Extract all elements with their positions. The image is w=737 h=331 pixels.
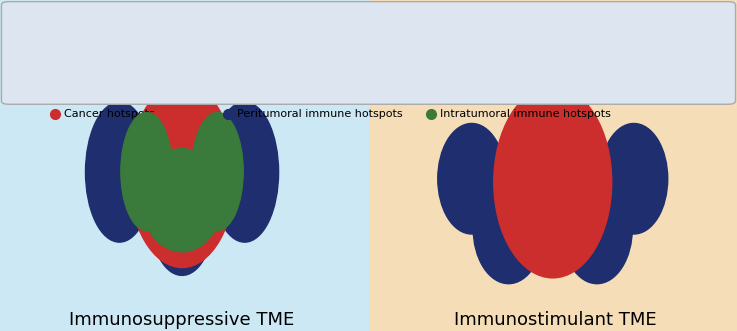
Text: CD20⁺CXCR5⁺, CD79b⁺ B-cell densities: CD20⁺CXCR5⁺, CD79b⁺ B-cell densities <box>257 46 480 56</box>
Ellipse shape <box>473 173 544 284</box>
Text: TLS abundance: TLS abundance <box>325 88 412 98</box>
FancyBboxPatch shape <box>1 2 736 104</box>
Text: Immunostimulant TME: Immunostimulant TME <box>454 311 656 329</box>
Ellipse shape <box>151 165 213 275</box>
Ellipse shape <box>438 123 506 234</box>
Ellipse shape <box>211 102 279 242</box>
Ellipse shape <box>85 102 153 242</box>
Text: Intratumoral immune hotspots: Intratumoral immune hotspots <box>440 109 611 119</box>
Text: ↑: ↑ <box>668 45 680 58</box>
Ellipse shape <box>600 123 668 234</box>
Text: Cancer hotspots: Cancer hotspots <box>64 109 155 119</box>
Text: ↑: ↑ <box>668 24 680 37</box>
Text: B-cell and Treg infiltration in the whole tumor: B-cell and Treg infiltration in the whol… <box>239 67 498 77</box>
Text: Negative association between CD8⁺ T cell% and Treg%: Negative association between CD8⁺ T cell… <box>212 5 525 15</box>
Ellipse shape <box>192 113 243 230</box>
Ellipse shape <box>129 83 235 267</box>
Ellipse shape <box>562 173 632 284</box>
Text: ↓: ↓ <box>668 3 680 17</box>
Ellipse shape <box>494 86 612 278</box>
Text: ↓: ↓ <box>57 24 69 37</box>
Text: ↓: ↓ <box>57 45 69 58</box>
Text: ↓: ↓ <box>57 86 69 99</box>
FancyBboxPatch shape <box>368 0 737 331</box>
Text: ↑: ↑ <box>668 86 680 99</box>
FancyBboxPatch shape <box>0 0 368 331</box>
Text: Peritumoral immune hotspots: Peritumoral immune hotspots <box>237 109 403 119</box>
Text: ↑: ↑ <box>57 66 69 78</box>
Text: ↑: ↑ <box>57 3 69 17</box>
Ellipse shape <box>142 149 223 252</box>
Text: CD20⁺CXCR5⁺B-cell and CD4⁺ T-cell interaction: CD20⁺CXCR5⁺B-cell and CD4⁺ T-cell intera… <box>234 25 503 36</box>
Ellipse shape <box>121 113 172 230</box>
Text: ↓: ↓ <box>668 66 680 78</box>
Text: Immunosuppressive TME: Immunosuppressive TME <box>69 311 295 329</box>
